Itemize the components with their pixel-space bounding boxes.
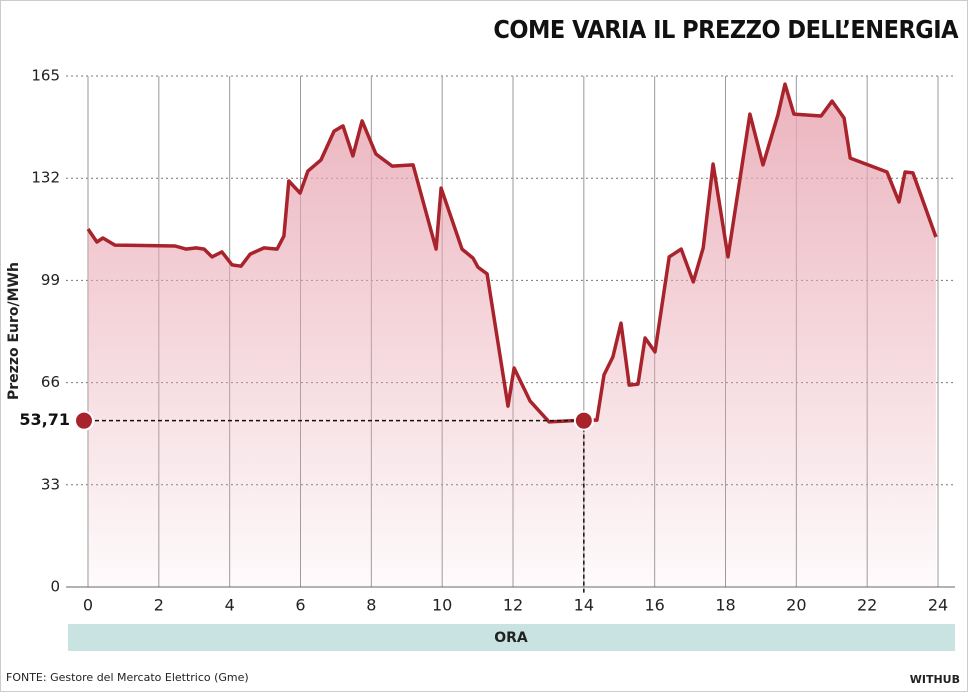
plot: 53,71 [19,82,938,595]
x-tick-label: 6 [295,596,305,615]
y-tick-label: 165 [31,67,60,85]
line [86,82,938,424]
highlight-dot [74,410,94,431]
x-tick-label: 24 [928,596,948,615]
x-tick-label: 12 [503,596,523,615]
x-tick-label: 22 [857,596,877,615]
chart-title: COME VARIA IL PREZZO DELL’ENERGIA [493,15,959,44]
x-tick-label: 18 [715,596,735,615]
x-tick-label: 14 [574,596,594,615]
y-tick-label: 132 [31,169,60,187]
area [88,84,936,587]
x-axis-label: ORA [494,630,528,646]
y-tick-label: 0 [50,578,60,596]
x-tick-label: 2 [154,596,164,615]
y-axis-label: Prezzo Euro/MWh [6,262,22,400]
y-tick-label: 99 [41,271,60,289]
x-tick-label: 16 [644,596,664,615]
x-tick-label: 20 [786,596,806,615]
x-tick-label: 10 [432,596,452,615]
x-tick-label: 4 [225,596,235,615]
highlight-label: 53,71 [19,410,70,429]
y-tick-label: 33 [41,475,60,493]
y-tick-label: 66 [41,373,60,391]
x-axis-band [68,624,955,651]
x-tick-label: 0 [83,596,93,615]
source: FONTE: Gestore del Mercato Elettrico (Gm… [6,671,249,684]
x-tick-label: 8 [366,596,376,615]
highlight-dot [573,410,594,431]
brand: WITHUB [910,673,960,686]
